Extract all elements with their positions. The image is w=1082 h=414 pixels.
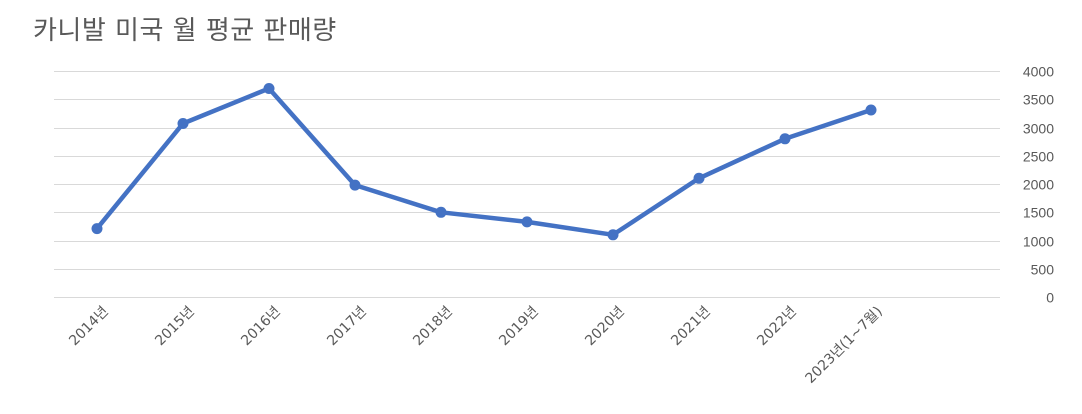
- x-tick-label-0: 2014년: [66, 304, 112, 350]
- data-point-5: [521, 216, 533, 228]
- y-tick-label-500: 500: [1031, 262, 1055, 278]
- data-point-9: [865, 104, 877, 116]
- chart-title: 카니발 미국 월 평균 판매량: [33, 16, 337, 46]
- y-tick-label-1000: 1000: [1023, 234, 1054, 250]
- y-tick-label-1500: 1500: [1023, 205, 1054, 221]
- y-tick-label-3500: 3500: [1023, 92, 1054, 108]
- x-tick-label-6: 2020년: [582, 304, 628, 350]
- data-point-1: [177, 118, 189, 129]
- x-tick-label-1: 2015년: [152, 304, 198, 350]
- data-point-2: [263, 83, 275, 94]
- x-tick-label-8: 2022년: [754, 304, 800, 350]
- x-tick-label-3: 2017년: [324, 304, 370, 350]
- x-tick-label-9: 2023년(1~7월): [802, 304, 885, 387]
- data-point-0: [91, 223, 103, 235]
- series-line-0: [94, 86, 874, 238]
- data-point-8: [779, 133, 791, 145]
- data-point-4: [435, 206, 447, 218]
- data-point-7: [693, 172, 705, 184]
- y-tick-label-4000: 4000: [1023, 64, 1054, 80]
- data-point-3: [349, 179, 361, 191]
- y-tick-label-0: 0: [1046, 290, 1054, 306]
- x-tick-label-2: 2016년: [238, 304, 284, 350]
- x-tick-label-5: 2019년: [496, 304, 542, 350]
- x-tick-label-7: 2021년: [668, 304, 714, 350]
- y-tick-label-2000: 2000: [1023, 177, 1054, 193]
- data-point-6: [607, 229, 619, 241]
- y-tick-label-2500: 2500: [1023, 149, 1054, 165]
- x-tick-label-4: 2018년: [410, 304, 456, 350]
- y-tick-label-3000: 3000: [1023, 121, 1054, 137]
